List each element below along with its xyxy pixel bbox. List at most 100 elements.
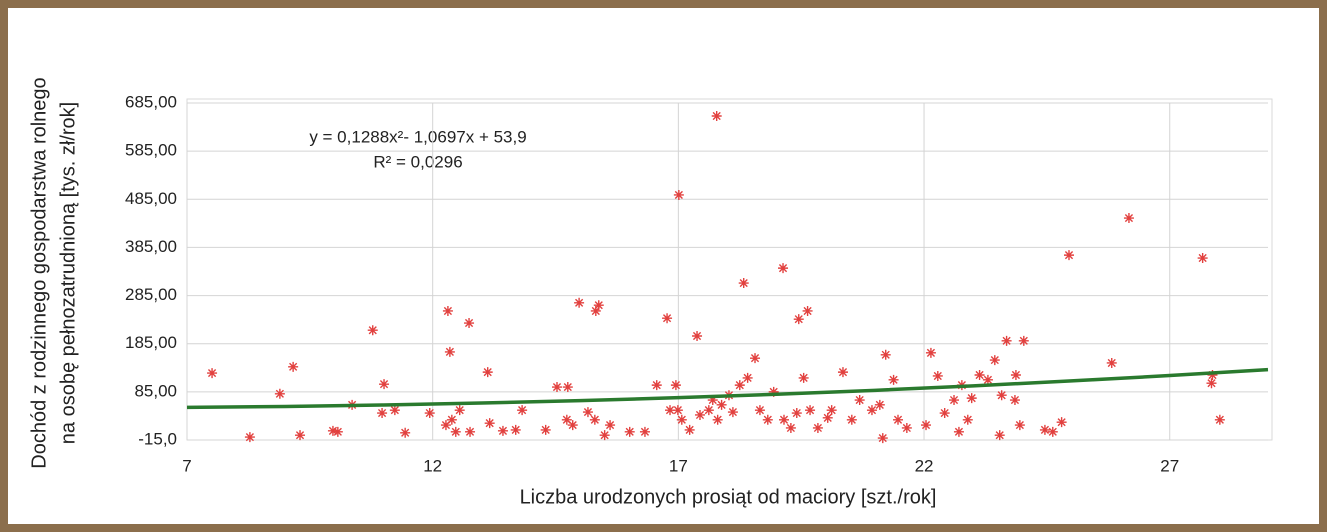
point [802,305,813,316]
point [589,414,600,425]
point [692,331,703,342]
point [1010,370,1021,381]
point [716,399,727,410]
point [379,379,390,390]
point [822,412,833,423]
point [662,313,673,324]
point [274,388,285,399]
point [207,368,218,379]
y-axis-title: na osobę pełnozatrudnioną [tys. zł/rok] [57,102,79,444]
point [989,355,1000,366]
point [327,425,338,436]
trendline [186,367,1269,410]
point [450,426,461,437]
point [332,426,343,437]
y-axis-title: Dochód z rodzinnego gospodarstwa rolnego [28,77,50,468]
point [670,380,681,391]
point [966,393,977,404]
point [389,405,400,416]
point [754,405,765,416]
point [684,424,695,435]
point [805,405,816,416]
point [785,422,796,433]
point [288,361,299,372]
point [846,414,857,425]
point [727,407,738,418]
point [517,405,528,416]
point [778,263,789,274]
point [888,374,899,385]
point [551,382,562,393]
x-tick-label: 17 [669,456,688,475]
point [694,409,705,420]
point [1014,420,1025,431]
point [590,305,601,316]
y-tick-label: 385,00 [125,237,177,256]
point [1018,335,1029,346]
y-tick-label: 185,00 [125,333,177,352]
point [651,380,662,391]
point [1039,424,1050,435]
point [925,347,936,358]
point [874,399,885,410]
point [1064,250,1074,261]
x-tick-label: 27 [1160,456,1179,475]
point [791,408,802,419]
y-tick-label: 585,00 [125,141,177,160]
point [982,374,993,385]
point [866,405,877,416]
point [880,349,891,360]
point [665,405,676,416]
point [750,353,761,364]
point [440,420,451,431]
point [837,367,848,378]
point [599,430,610,441]
point [826,405,837,416]
point [574,297,585,308]
point [939,408,950,419]
point [974,370,985,381]
x-tick-label: 7 [182,456,191,475]
point [707,395,718,406]
r-squared: R² = 0,0296 [373,152,462,171]
point [367,325,378,336]
point [738,278,749,289]
point [953,426,964,437]
point [1056,417,1067,428]
y-tick-label: 85,00 [134,381,177,400]
point [779,414,790,425]
point [1206,378,1217,389]
point [673,189,684,200]
equation: y = 0,1288x²- 1,0697x + 53,9 [309,127,526,146]
point [734,380,745,391]
x-axis-title: Liczba urodzonych prosiąt od maciory [sz… [520,486,937,508]
y-tick-label: 485,00 [125,189,177,208]
point [703,405,714,416]
point [454,405,465,416]
point [768,386,779,397]
point [561,414,572,425]
y-tick-label: 285,00 [125,285,177,304]
point [540,424,551,435]
point [1106,357,1117,368]
point [593,300,604,311]
point [497,425,508,436]
point [762,414,773,425]
point [1207,370,1218,381]
point [377,408,388,419]
point [442,305,453,316]
point [465,426,476,437]
point [949,395,960,406]
point [295,430,306,441]
point [1009,395,1020,406]
point [672,405,683,416]
point [712,414,723,425]
point [996,390,1007,401]
point [582,407,593,418]
point [798,372,809,383]
point [484,418,495,429]
point [994,430,1005,441]
y-tick-label: 685,00 [125,92,177,111]
